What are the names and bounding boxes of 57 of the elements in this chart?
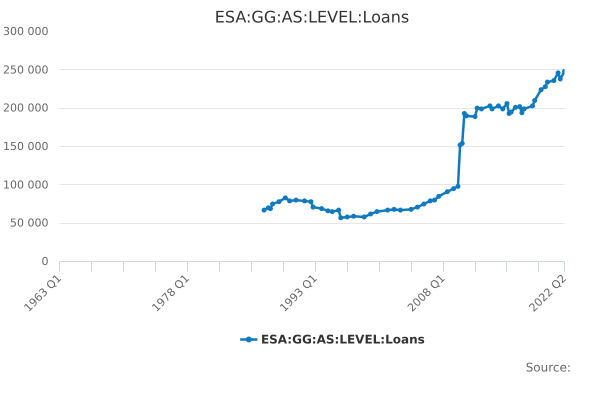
point [262, 208, 267, 213]
point [270, 202, 276, 206]
point [451, 186, 456, 192]
point [432, 198, 438, 203]
source-note: Source: [526, 360, 571, 374]
point [558, 76, 563, 82]
point [544, 80, 550, 85]
point [338, 215, 344, 220]
point [287, 198, 292, 204]
point [421, 202, 426, 206]
point [398, 208, 403, 213]
point [500, 106, 506, 112]
point [351, 214, 356, 219]
point [551, 78, 556, 84]
legend-label: ESA:GG:AS:LEVEL:Loans [260, 332, 425, 346]
point [532, 98, 538, 103]
point [344, 214, 350, 220]
point [522, 106, 527, 112]
point [330, 209, 335, 214]
y-tick-label: 0 [42, 255, 48, 268]
point [282, 195, 288, 200]
point [474, 106, 480, 111]
point [490, 106, 495, 112]
point [414, 204, 420, 210]
y-tick-label: 50 000 [10, 216, 49, 230]
point [455, 184, 460, 189]
point [308, 199, 314, 204]
point [408, 206, 414, 212]
y-tick-label: 300 000 [3, 25, 49, 38]
point [472, 114, 478, 120]
point [362, 214, 367, 220]
point [436, 194, 442, 199]
point [336, 208, 342, 213]
point [542, 84, 548, 90]
point [512, 104, 518, 110]
point [496, 103, 501, 108]
point [478, 106, 484, 112]
point [276, 199, 282, 204]
point [530, 103, 536, 108]
point [319, 206, 324, 212]
y-tick-label: 100 000 [3, 178, 49, 192]
point [385, 208, 390, 213]
point [368, 211, 374, 216]
point [517, 104, 522, 110]
point [392, 206, 397, 212]
point [302, 198, 308, 204]
point [374, 209, 380, 214]
y-tick-label: 200 000 [3, 102, 49, 115]
y-tick-label: 250 000 [3, 63, 49, 76]
point [325, 208, 330, 214]
point [310, 204, 316, 210]
y-tick-label: 150 000 [3, 140, 49, 153]
point [444, 189, 450, 194]
chart-title: ESA:GG:AS:LEVEL:Loans [214, 8, 410, 26]
point [294, 198, 299, 203]
point [538, 87, 544, 92]
point [428, 198, 433, 204]
